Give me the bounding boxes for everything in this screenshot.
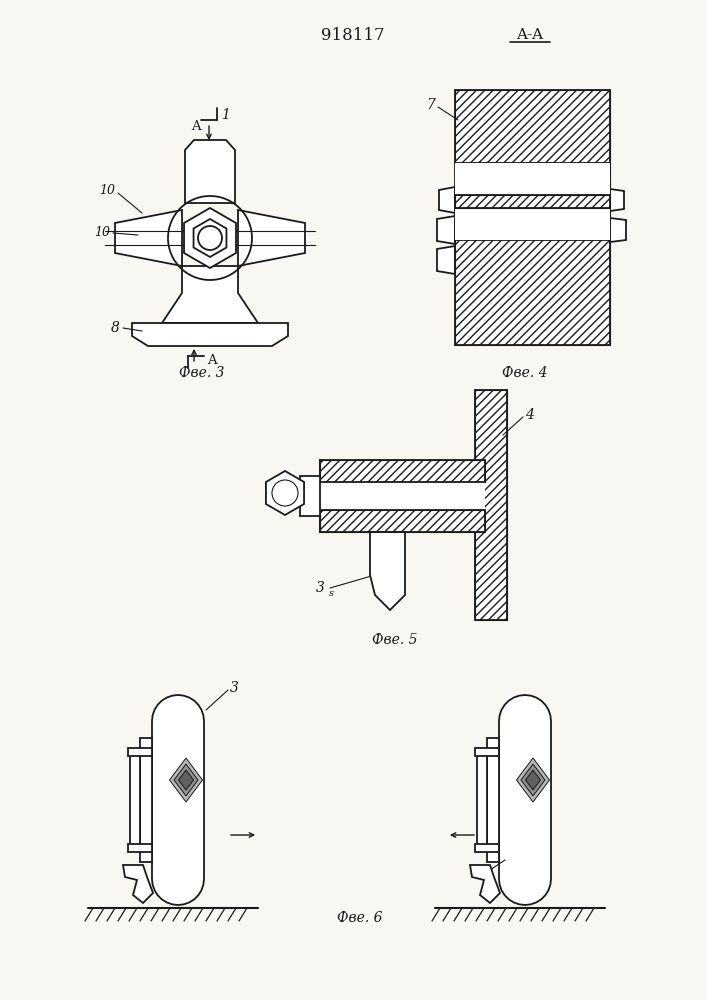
Polygon shape bbox=[115, 210, 182, 266]
Bar bbox=[140, 738, 152, 862]
Polygon shape bbox=[123, 865, 153, 903]
Polygon shape bbox=[470, 865, 500, 903]
Polygon shape bbox=[521, 764, 545, 796]
Polygon shape bbox=[185, 140, 235, 203]
Circle shape bbox=[198, 226, 222, 250]
Polygon shape bbox=[174, 764, 198, 796]
Polygon shape bbox=[132, 323, 288, 346]
Bar bbox=[320, 460, 485, 482]
Polygon shape bbox=[525, 770, 540, 790]
Bar bbox=[455, 163, 610, 195]
Bar bbox=[320, 482, 485, 510]
Polygon shape bbox=[152, 695, 204, 905]
Text: 3: 3 bbox=[316, 581, 325, 595]
Bar bbox=[128, 844, 152, 852]
Text: Фве. 3: Фве. 3 bbox=[180, 366, 225, 380]
Polygon shape bbox=[370, 532, 405, 610]
Polygon shape bbox=[184, 208, 236, 268]
Text: 1: 1 bbox=[221, 108, 230, 122]
Bar bbox=[130, 750, 140, 850]
Text: A-A: A-A bbox=[516, 28, 544, 42]
Text: 9: 9 bbox=[476, 865, 485, 879]
Text: 10: 10 bbox=[94, 227, 110, 239]
Text: A: A bbox=[192, 120, 201, 133]
Polygon shape bbox=[499, 695, 551, 905]
Text: s: s bbox=[329, 588, 334, 597]
Bar bbox=[128, 748, 152, 756]
Text: Фве. 6: Фве. 6 bbox=[337, 911, 382, 925]
Bar bbox=[477, 750, 487, 850]
Text: 7: 7 bbox=[426, 98, 435, 112]
Bar bbox=[475, 390, 507, 620]
Text: A: A bbox=[207, 354, 216, 366]
Bar bbox=[455, 195, 610, 208]
Polygon shape bbox=[266, 471, 304, 515]
Bar bbox=[475, 748, 499, 756]
Bar bbox=[455, 90, 610, 345]
Text: 8: 8 bbox=[111, 321, 120, 335]
Text: 10: 10 bbox=[99, 184, 115, 196]
Polygon shape bbox=[517, 758, 549, 802]
Bar bbox=[487, 738, 499, 862]
Text: 918117: 918117 bbox=[321, 26, 385, 43]
Bar bbox=[475, 390, 507, 620]
Bar bbox=[300, 476, 320, 516]
Polygon shape bbox=[178, 770, 194, 790]
Bar bbox=[320, 460, 485, 482]
Bar bbox=[455, 208, 610, 240]
Text: Фве. 4: Фве. 4 bbox=[502, 366, 548, 380]
Polygon shape bbox=[437, 246, 455, 274]
Text: 3: 3 bbox=[230, 681, 239, 695]
Text: 4: 4 bbox=[525, 408, 534, 422]
Text: Фве. 5: Фве. 5 bbox=[373, 633, 418, 647]
Circle shape bbox=[272, 480, 298, 506]
Polygon shape bbox=[437, 216, 455, 244]
Polygon shape bbox=[610, 218, 626, 242]
Bar bbox=[455, 195, 610, 208]
Bar bbox=[320, 510, 485, 532]
Polygon shape bbox=[238, 210, 305, 266]
Bar bbox=[320, 510, 485, 532]
Bar bbox=[455, 90, 610, 345]
Polygon shape bbox=[162, 266, 258, 323]
Bar bbox=[475, 844, 499, 852]
Polygon shape bbox=[194, 219, 226, 257]
Polygon shape bbox=[170, 758, 202, 802]
Polygon shape bbox=[439, 187, 455, 213]
Polygon shape bbox=[610, 189, 624, 211]
